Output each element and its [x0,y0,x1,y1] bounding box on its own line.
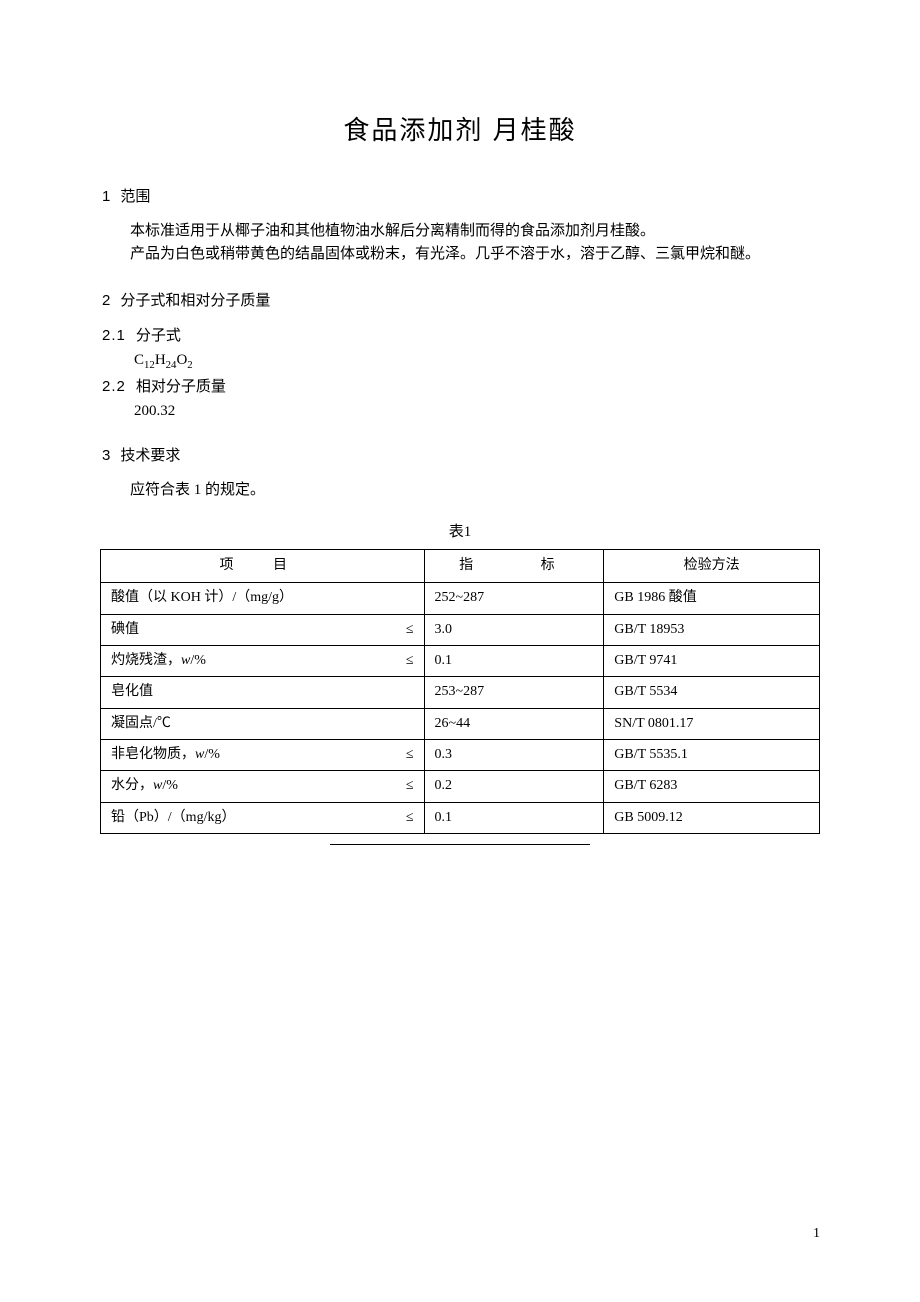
section-requirements: 3 技术要求 应符合表 1 的规定。 [100,444,820,502]
table-cell-index: 0.3 [424,739,604,770]
section1-para2: 产品为白色或稍带黄色的结晶固体或粉末，有光泽。几乎不溶于水，溶于乙醇、三氯甲烷和… [100,243,820,266]
table-cell-method: GB/T 9741 [604,646,820,677]
molecular-formula: C12H24O2 [100,349,820,373]
table-cell-index: 3.0 [424,614,604,645]
section2-number: 2 [102,292,110,309]
section2-sub2-heading: 2.2 相对分子质量 [100,375,820,396]
section-scope: 1范围 本标准适用于从椰子油和其他植物油水解后分离精制而得的食品添加剂月桂酸。 … [100,185,820,267]
section1-heading: 1 范围 [100,185,820,206]
table-cell-index: 0.2 [424,771,604,802]
table-cell-index: 0.1 [424,802,604,833]
section2-sub2-title: 相对分子质量 [136,378,226,395]
section1-para1: 本标准适用于从椰子油和其他植物油水解后分离精制而得的食品添加剂月桂酸。 [100,220,820,243]
table-caption: 表1 [100,520,820,541]
section1-title: 范围 [120,188,150,205]
table-row: 碘值≤3.0GB/T 18953 [101,614,820,645]
table-row: 铅（Pb）/（mg/kg）≤0.1GB 5009.12 [101,802,820,833]
table-cell-index: 26~44 [424,708,604,739]
section2-sub1-heading: 2.1 分子式 [100,324,820,345]
table-row: 皂化值253~287GB/T 5534 [101,677,820,708]
document-title: 食品添加剂 月桂酸 [100,110,820,147]
table-cell-item: 碘值≤ [101,614,425,645]
table-row: 凝固点/℃26~44SN/T 0801.17 [101,708,820,739]
table-cell-method: GB/T 18953 [604,614,820,645]
table-cell-index: 0.1 [424,646,604,677]
table-row: 灼烧残渣，w/%≤0.1GB/T 9741 [101,646,820,677]
table-row: 水分，w/%≤0.2GB/T 6283 [101,771,820,802]
spec-table: 项 目 指 标 检验方法 酸值（以 KOH 计）/（mg/g）252~287GB… [100,549,820,833]
table-cell-item: 灼烧残渣，w/%≤ [101,646,425,677]
table-cell-item: 皂化值 [101,677,425,708]
table-head-index: 指 标 [424,550,604,583]
section2-sub1-number: 2.1 [102,327,126,344]
page-content: 食品添加剂 月桂酸 1 范围 本标准适用于从椰子油和其他植物油水解后分离精制而得的… [0,0,920,845]
table-row: 酸值（以 KOH 计）/（mg/g）252~287GB 1986 酸值 [101,583,820,614]
table-cell-item: 凝固点/℃ [101,708,425,739]
section3-heading: 3 技术要求 [100,444,820,465]
table-cell-index: 252~287 [424,583,604,614]
table-cell-method: GB 5009.12 [604,802,820,833]
table-cell-item: 铅（Pb）/（mg/kg）≤ [101,802,425,833]
le-symbol: ≤ [406,808,414,828]
section-formula: 2 分子式和相对分子质量 2.1 分子式 C12H24O2 2.2 相对分子质量 20… [100,289,820,423]
table-cell-item: 非皂化物质，w/%≤ [101,739,425,770]
table-cell-method: GB/T 5534 [604,677,820,708]
table-row: 非皂化物质，w/%≤0.3GB/T 5535.1 [101,739,820,770]
section2-title: 分子式和相对分子质量 [120,292,270,309]
section1-number: 1 [102,188,110,205]
end-rule [330,844,590,845]
table-cell-index: 253~287 [424,677,604,708]
le-symbol: ≤ [406,745,414,765]
section2-sub1-title: 分子式 [136,327,181,344]
le-symbol: ≤ [406,620,414,640]
table-cell-method: GB/T 5535.1 [604,739,820,770]
table-cell-method: GB 1986 酸值 [604,583,820,614]
table-cell-method: SN/T 0801.17 [604,708,820,739]
section3-para1: 应符合表 1 的规定。 [100,479,820,502]
section2-heading: 2 分子式和相对分子质量 [100,289,820,310]
section3-number: 3 [102,447,110,464]
table-head-method: 检验方法 [604,550,820,583]
section3-title: 技术要求 [120,447,180,464]
table-body: 酸值（以 KOH 计）/（mg/g）252~287GB 1986 酸值碘值≤3.… [101,583,820,833]
table-head-item: 项 目 [101,550,425,583]
le-symbol: ≤ [406,651,414,671]
page-number: 1 [813,1226,820,1242]
table-cell-item: 水分，w/%≤ [101,771,425,802]
le-symbol: ≤ [406,776,414,796]
table-head-row: 项 目 指 标 检验方法 [101,550,820,583]
table-cell-method: GB/T 6283 [604,771,820,802]
table-cell-item: 酸值（以 KOH 计）/（mg/g） [101,583,425,614]
section2-sub2-number: 2.2 [102,378,126,395]
molecular-mass: 200.32 [100,400,820,423]
